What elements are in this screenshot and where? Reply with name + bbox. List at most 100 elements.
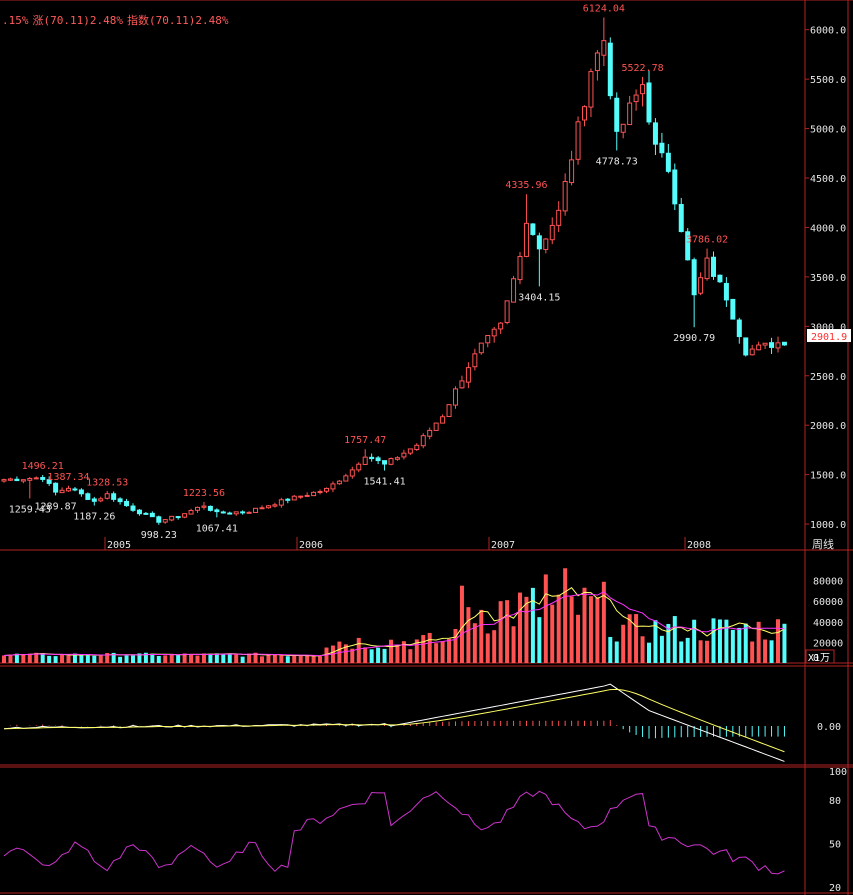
volume-bar: [195, 655, 200, 663]
volume-bar: [518, 592, 522, 663]
candle-body: [14, 478, 20, 482]
volume-bar: [595, 597, 600, 663]
volume-bar: [459, 585, 464, 663]
candle-body: [640, 84, 646, 95]
volume-bar: [427, 632, 432, 663]
volume-bar: [582, 587, 587, 663]
candle-body: [317, 490, 323, 493]
volume-bar: [53, 656, 58, 663]
volume-bar: [608, 636, 613, 663]
volume-bar: [292, 655, 297, 663]
volume-bar: [156, 655, 161, 663]
candle-body: [136, 509, 142, 515]
candle-body: [536, 235, 542, 250]
volume-bar: [47, 655, 52, 663]
candle-body: [78, 489, 84, 495]
candle-body: [685, 231, 691, 261]
price-panel: [1, 17, 787, 525]
volume-bar: [505, 600, 510, 663]
candle-body: [7, 478, 13, 481]
candle-body: [246, 511, 252, 514]
volume-bar: [440, 641, 445, 663]
candle-body: [691, 259, 697, 296]
volume-panel: [2, 568, 787, 663]
rsi-tick-label: 80: [829, 796, 841, 807]
macd-zero-label: 0.00: [817, 722, 841, 733]
candle-body: [511, 278, 517, 303]
candle-body: [575, 121, 581, 160]
candle-body: [40, 477, 46, 480]
volume-bar: [472, 623, 477, 663]
price-annotation: 2990.79: [673, 333, 715, 344]
volume-bar: [434, 643, 439, 663]
candle-body: [304, 494, 310, 497]
candle-body: [453, 388, 458, 406]
rsi-panel: [3, 790, 785, 875]
volume-bar: [2, 655, 6, 663]
price-annotation: 1187.26: [73, 512, 115, 523]
macd-dif-line: [3, 683, 785, 762]
candle-body: [446, 404, 452, 418]
volume-bar: [189, 654, 194, 663]
price-annotation: 1496.21: [22, 461, 64, 472]
volume-tick-label: 20000: [813, 638, 843, 649]
candle-body: [414, 444, 420, 451]
volume-bar: [60, 654, 65, 663]
candle-body: [220, 511, 226, 514]
candle-body: [652, 122, 658, 145]
candle-body: [762, 342, 768, 346]
volume-bar: [356, 637, 361, 663]
volume-bar: [14, 653, 19, 663]
candle-body: [549, 224, 555, 241]
candle-body: [53, 482, 59, 493]
volume-bar: [543, 574, 548, 663]
volume-bar: [163, 655, 168, 663]
volume-bar: [40, 653, 45, 663]
volume-bar: [85, 655, 90, 663]
candle-body: [485, 335, 491, 344]
candle-body: [278, 499, 284, 506]
volume-bar: [395, 644, 400, 663]
candle-body: [111, 493, 117, 500]
candle-body: [175, 516, 181, 519]
volume-bar: [569, 596, 574, 663]
volume-bar: [763, 639, 768, 663]
volume-bar: [176, 654, 181, 663]
index-info-header: .15% 涨(70.11)2.48% 指数(70.11)2.48%: [2, 12, 232, 28]
candle-body: [240, 511, 246, 514]
price-annotation: 5522.78: [621, 63, 663, 74]
candle-body: [265, 505, 271, 509]
price-tick-label: 6000.0: [810, 26, 846, 37]
volume-bar: [376, 647, 381, 663]
volume-bar: [421, 635, 426, 663]
candle-body: [227, 512, 233, 515]
candle-body: [594, 52, 600, 72]
price-annotation: 1289.87: [35, 501, 77, 512]
year-label: 2007: [491, 540, 515, 551]
candle-body: [1, 479, 7, 482]
volume-bar: [776, 619, 780, 663]
candle-body: [343, 475, 349, 482]
candle-body: [523, 222, 529, 257]
volume-bar: [556, 594, 561, 663]
volume-bar: [414, 639, 419, 663]
candle-body: [162, 519, 168, 523]
candle-body: [362, 456, 368, 465]
volume-bar: [453, 628, 458, 663]
volume-bar: [214, 653, 219, 663]
volume-bar: [350, 648, 355, 663]
volume-bar: [124, 655, 129, 663]
candle-body: [620, 123, 626, 133]
candle-body: [498, 322, 504, 330]
price-annotation: 3786.02: [686, 235, 728, 246]
candle-body: [356, 463, 362, 471]
price-annotation: 1387.34: [47, 472, 89, 483]
volume-bar: [408, 649, 413, 663]
volume-unit-label: X1万: [808, 653, 830, 664]
candle-body: [91, 498, 97, 502]
candle-body: [117, 498, 123, 503]
candle-body: [491, 328, 497, 337]
price-tick-label: 4500.0: [810, 174, 846, 185]
candle-body: [188, 510, 194, 515]
